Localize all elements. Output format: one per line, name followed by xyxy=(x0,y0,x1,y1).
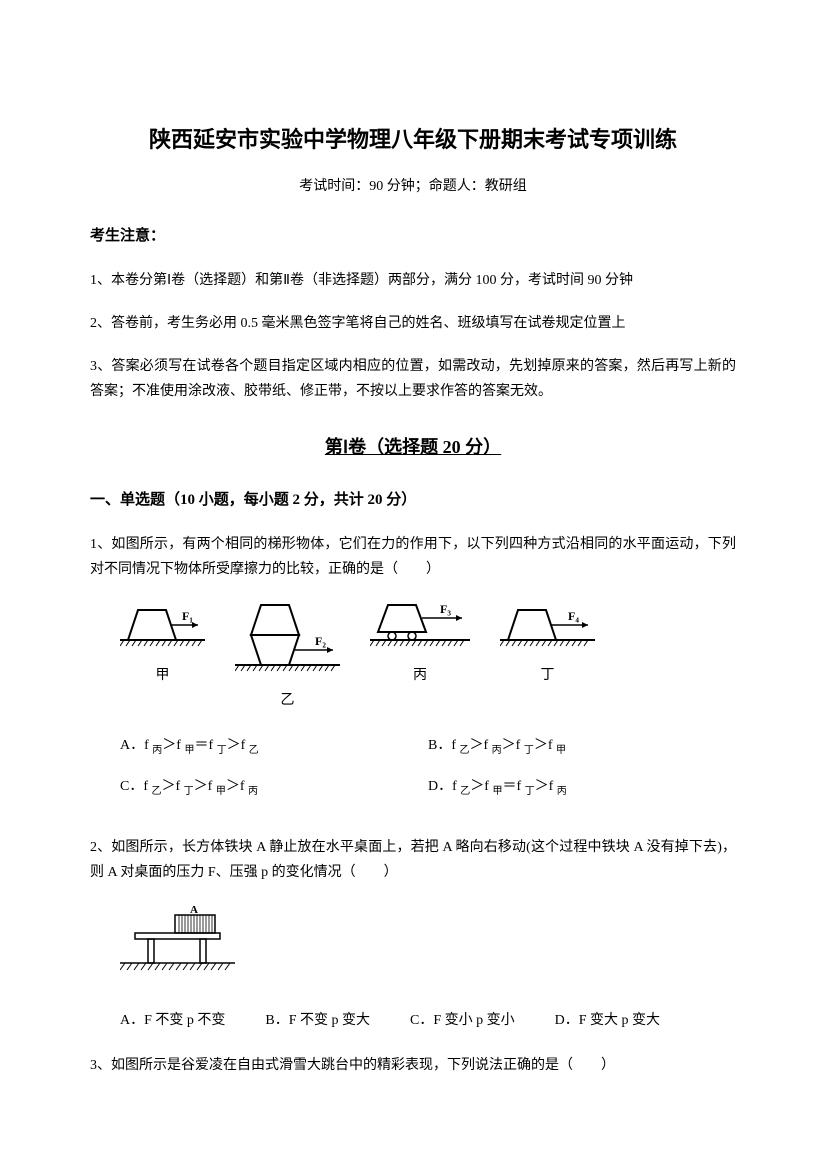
question-2-options: A．F 不变 p 不变 B．F 不变 p 变大 C．F 变小 p 变小 D．F … xyxy=(120,1008,736,1033)
svg-text:F₄: F₄ xyxy=(568,609,579,623)
q1-option-c: C．f 乙＞f 丁＞f 甲＞f 丙 xyxy=(120,774,428,801)
q2-option-b: B．F 不变 p 变大 xyxy=(265,1008,370,1033)
svg-text:F₁: F₁ xyxy=(182,609,193,623)
q1-option-b: B．f 乙＞f 丙＞f 丁＞f 甲 xyxy=(428,733,736,760)
section1-heading: 第Ⅰ卷（选择题 20 分） xyxy=(90,431,736,463)
question-2-figure: A xyxy=(120,905,736,989)
exam-subtitle: 考试时间：90 分钟；命题人：教研组 xyxy=(90,174,736,199)
question-3-text: 3、如图所示是谷爱凌在自由式滑雪大跳台中的精彩表现，下列说法正确的是（ ） xyxy=(90,1053,736,1078)
question-1-text: 1、如图所示，有两个相同的梯形物体，它们在力的作用下，以下列四种方式沿相同的水平… xyxy=(90,532,736,582)
trapezoid-jia-svg: F₁ xyxy=(120,602,205,657)
notice-item-2: 2、答卷前，考生务必用 0.5 毫米黑色签字笔将自己的姓名、班级填写在试卷规定位… xyxy=(90,311,736,336)
q2-option-c: C．F 变小 p 变小 xyxy=(410,1008,515,1033)
table-block-svg: A xyxy=(120,905,240,980)
figure-label-bing: 丙 xyxy=(413,663,427,688)
q1-option-a: A．f 丙＞f 甲＝f 丁＞f 乙 xyxy=(120,733,428,760)
q2-option-a: A．F 不变 p 不变 xyxy=(120,1008,225,1033)
figure-ding: F₄ 丁 xyxy=(500,602,595,713)
figure-jia: F₁ 甲 xyxy=(120,602,205,713)
svg-text:F₃: F₃ xyxy=(440,602,451,616)
notice-heading: 考生注意： xyxy=(90,223,736,250)
question-2-text: 2、如图所示，长方体铁块 A 静止放在水平桌面上，若把 A 略向右移动(这个过程… xyxy=(90,835,736,885)
subsection1-heading: 一、单选题（10 小题，每小题 2 分，共计 20 分） xyxy=(90,487,736,514)
q2-option-d: D．F 变大 p 变大 xyxy=(555,1008,660,1033)
exam-title: 陕西延安市实验中学物理八年级下册期末考试专项训练 xyxy=(90,120,736,160)
q1-option-d: D．f 乙＞f 甲＝f 丁＞f 丙 xyxy=(428,774,736,801)
figure-label-jia: 甲 xyxy=(156,663,170,688)
trapezoid-bing-svg: F₃ xyxy=(370,602,470,657)
trapezoid-ding-svg: F₄ xyxy=(500,602,595,657)
figure-label-yi: 乙 xyxy=(281,688,295,713)
notice-item-1: 1、本卷分第Ⅰ卷（选择题）和第Ⅱ卷（非选择题）两部分，满分 100 分，考试时间… xyxy=(90,268,736,293)
question-1-figures: F₁ 甲 F₂ 乙 xyxy=(120,602,736,713)
notice-item-3: 3、答案必须写在试卷各个题目指定区域内相应的位置，如需改动，先划掉原来的答案，然… xyxy=(90,354,736,404)
figure-yi: F₂ 乙 xyxy=(235,602,340,713)
figure-bing: F₃ 丙 xyxy=(370,602,470,713)
svg-text:F₂: F₂ xyxy=(315,634,326,648)
figure-label-ding: 丁 xyxy=(541,663,555,688)
trapezoid-yi-svg: F₂ xyxy=(235,602,340,682)
question-1-options: A．f 丙＞f 甲＝f 丁＞f 乙 B．f 乙＞f 丙＞f 丁＞f 甲 C．f … xyxy=(120,733,736,815)
